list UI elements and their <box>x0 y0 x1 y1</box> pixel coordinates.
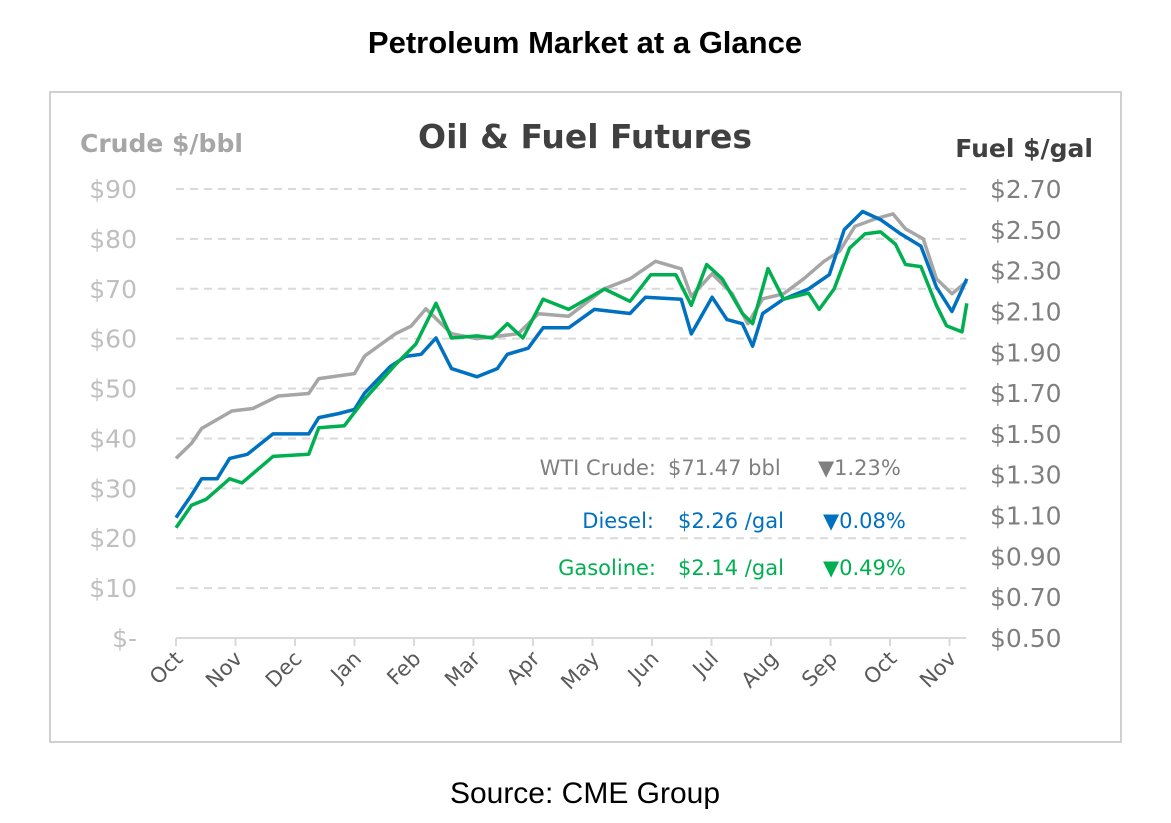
series-line-diesel <box>174 209 969 519</box>
diesel-price: $2.26 /gal <box>678 509 784 533</box>
series-line-wti-crude <box>174 212 968 460</box>
y-tick-label-left: $70 <box>89 275 137 304</box>
series-lines <box>174 209 969 529</box>
y-tick-label-left: $20 <box>89 524 137 553</box>
crude-label: WTI Crude: <box>540 456 656 480</box>
series-line-gasoline <box>174 230 969 529</box>
diesel-label: Diesel: <box>582 509 654 533</box>
right-axis-title: Fuel $/gal <box>955 134 1093 163</box>
y-tick-label-left: $90 <box>89 175 137 204</box>
y-tick-label-left: $10 <box>89 574 137 603</box>
y-tick-label-left: $30 <box>89 474 137 503</box>
source-note: Source: CME Group <box>450 777 720 810</box>
y-tick-label-right: $2.30 <box>990 257 1062 286</box>
y-tick-label-right: $2.70 <box>990 175 1062 204</box>
gasoline-label: Gasoline: <box>558 556 656 580</box>
y-tick-label-right: $1.90 <box>990 338 1062 367</box>
y-tick-label-right: $1.50 <box>990 420 1062 449</box>
y-tick-label-right: $0.50 <box>990 624 1062 653</box>
y-tick-label-left: $80 <box>89 225 137 254</box>
left-axis-title: Crude $/bbl <box>80 129 243 158</box>
y-tick-label-left: $40 <box>89 424 137 453</box>
y-tick-label-right: $0.70 <box>990 583 1062 612</box>
chart-frame <box>49 91 1122 743</box>
diesel-change: ▼0.08% <box>823 509 906 533</box>
y-tick-label-right: $1.30 <box>990 461 1062 490</box>
gridlines <box>176 188 966 590</box>
page-title: Petroleum Market at a Glance <box>368 25 802 60</box>
left-axis-ticks: $90 $80 $70 $60 $50 $40 $30 $20 $10 $- <box>89 175 137 653</box>
y-tick-label-left: $50 <box>89 375 137 404</box>
right-axis-ticks: $2.70 $2.50 $2.30 $2.10 $1.90 $1.70 $1.50 $1.30… <box>990 175 1062 653</box>
y-tick-label-right: $2.50 <box>990 216 1062 245</box>
y-tick-label-right: $1.10 <box>990 502 1062 531</box>
crude-change: ▼1.23% <box>818 456 901 480</box>
crude-price: $71.47 bbl <box>668 456 781 480</box>
price-legend: WTI Crude: $71.47 bbl ▼1.23% Diesel: $2.… <box>540 456 906 580</box>
chart-title: Oil & Fuel Futures <box>418 117 752 156</box>
gasoline-change: ▼0.49% <box>823 556 906 580</box>
y-tick-label-right: $2.10 <box>990 297 1062 326</box>
y-tick-label-left: $60 <box>89 325 137 354</box>
gasoline-price: $2.14 /gal <box>678 556 784 580</box>
y-tick-label-left: $- <box>112 624 137 653</box>
y-tick-label-right: $0.90 <box>990 542 1062 571</box>
y-tick-label-right: $1.70 <box>990 379 1062 408</box>
